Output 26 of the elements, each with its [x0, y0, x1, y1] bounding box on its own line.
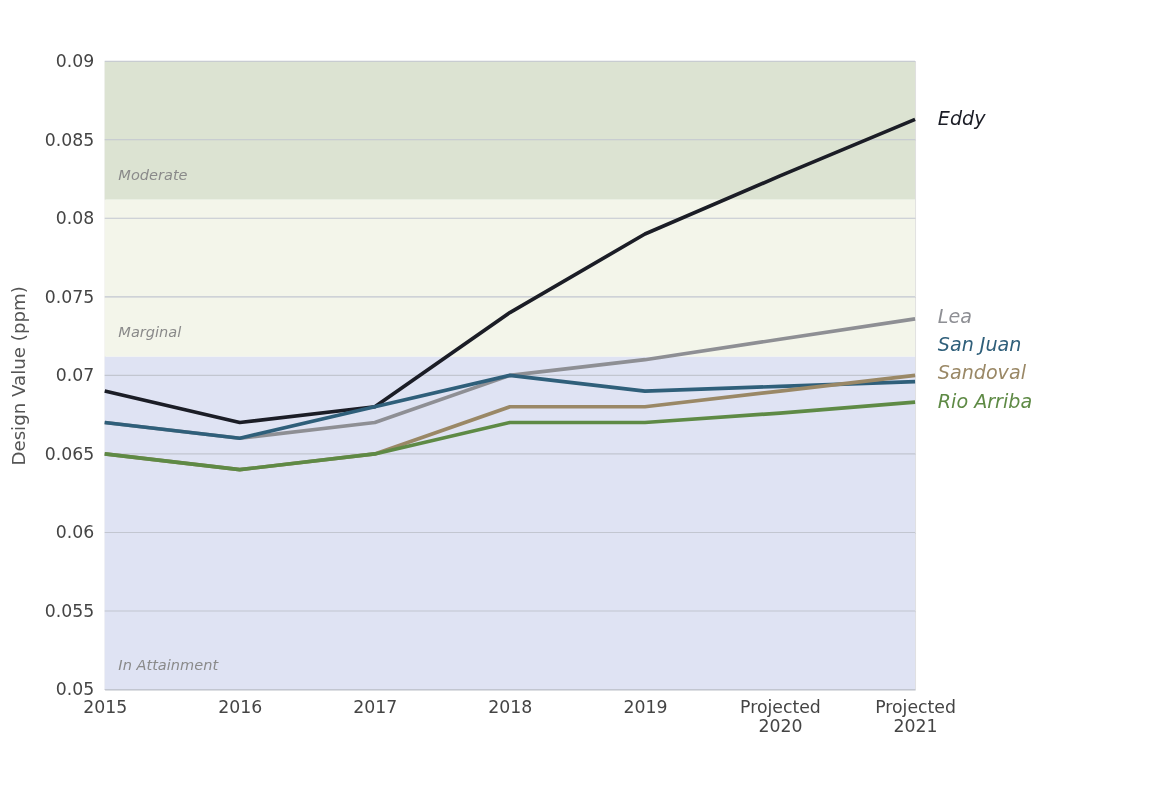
line-series	[102, 400, 917, 472]
series-label: Sandoval	[937, 361, 1027, 385]
x-tick-label: 2017	[353, 696, 398, 717]
y-tick-label: 0.085	[44, 129, 95, 150]
series-label: Lea	[937, 304, 972, 328]
series-label: Rio Arriba	[937, 389, 1033, 413]
band-label: Marginal	[118, 323, 182, 341]
x-tick-label: Projected 2021	[875, 696, 956, 736]
y-tick-label: 0.055	[44, 600, 95, 621]
series-label: Eddy	[937, 106, 987, 130]
series-label: San Juan	[937, 333, 1022, 357]
line-series	[102, 117, 917, 425]
y-axis-title: Design Value (ppm)	[7, 286, 29, 466]
y-tick-label: 0.065	[44, 443, 95, 464]
band-label: In Attainment	[118, 656, 220, 674]
y-tick-label: 0.075	[44, 286, 95, 307]
x-tick-label: 2016	[218, 696, 263, 717]
y-tick-label: 0.07	[55, 365, 95, 386]
x-tick-label: 2019	[623, 696, 668, 717]
line-series	[102, 373, 917, 441]
x-tick-label: Projected 2020	[740, 696, 821, 736]
band-label: Moderate	[118, 166, 188, 184]
y-tick-label: 0.09	[55, 51, 95, 72]
y-tick-label: 0.08	[55, 208, 95, 229]
x-tick-label: 2018	[488, 696, 533, 717]
y-tick-label: 0.06	[55, 522, 95, 543]
